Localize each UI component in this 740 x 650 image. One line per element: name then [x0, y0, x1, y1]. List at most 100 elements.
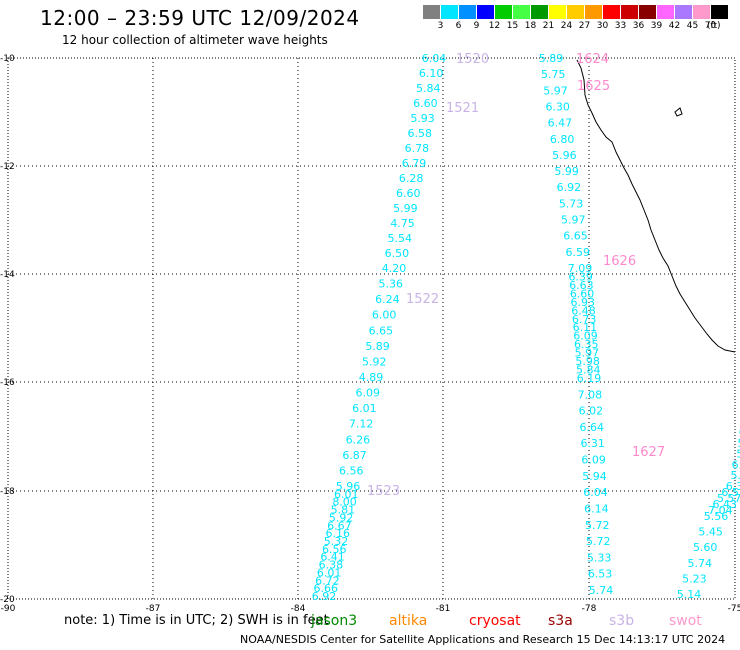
wave-height-value: 5.81	[331, 504, 356, 517]
track-label-swot: 1624	[576, 52, 609, 67]
legend-label: 70	[704, 21, 717, 31]
wave-height-value: 6.00	[372, 309, 397, 322]
wave-height-value: 6.04	[583, 486, 608, 499]
wave-height-value: 6.09	[355, 387, 380, 400]
wave-height-value: 6.73	[572, 313, 597, 326]
wave-height-value: 5.96	[336, 480, 361, 493]
legend-swatch	[495, 5, 512, 19]
wave-height-value: 6.14	[584, 502, 609, 515]
wave-height-value: 5.5	[730, 469, 740, 482]
satellite-cryosat: cryosat	[469, 613, 521, 629]
wave-height-value: 5.99	[554, 165, 579, 178]
legend-label: 42	[668, 21, 681, 31]
wave-height-value: 6.65	[563, 230, 588, 243]
wave-height-value: 5.72	[585, 519, 610, 532]
legend-label: 3	[437, 21, 444, 31]
x-tick-label: -90	[1, 604, 16, 614]
wave-height-value: 6.78	[405, 142, 430, 155]
wave-height-value: 6.87	[342, 449, 367, 462]
y-tick-label: -14	[0, 270, 15, 280]
wave-height-value: 6.56	[322, 543, 347, 556]
wave-height-value: 6.58	[407, 127, 432, 140]
wave-height-value: 5.93	[410, 112, 435, 125]
y-tick-label: -10	[0, 54, 15, 64]
wave-height-value: 6.50	[385, 247, 410, 260]
wave-height-value: 6.01	[352, 402, 377, 415]
wave-height-value: 5.92	[362, 355, 387, 368]
legend-swatch	[441, 5, 458, 19]
legend-label: 24	[560, 21, 573, 31]
legend-label: 45	[686, 21, 699, 31]
satellite-s3a: s3a	[548, 613, 573, 629]
x-tick-label: -87	[146, 604, 161, 614]
legend-label: 18	[524, 21, 537, 31]
wave-height-value: 6.79	[402, 157, 427, 170]
x-tick-label: -78	[582, 604, 597, 614]
legend-swatch	[477, 5, 494, 19]
legend-label: 15	[506, 21, 519, 31]
wave-height-value: 6.10	[419, 67, 444, 80]
wave-height-value: 6.31	[580, 437, 605, 450]
wave-height-value: 5.23	[682, 572, 707, 585]
wave-height-value: 6.26	[346, 433, 371, 446]
track-label-s3b: 1520	[456, 52, 489, 67]
y-tick-label: -18	[0, 487, 15, 497]
wave-height-value: 6.01	[334, 488, 359, 501]
wave-height-value: 6.53	[588, 568, 613, 581]
wave-height-value: 6.39	[568, 270, 593, 283]
legend-swatch	[657, 5, 674, 19]
track-label-s3b: 1522	[406, 292, 439, 307]
wave-height-value: 6.01	[317, 566, 342, 579]
legend-swatch	[549, 5, 566, 19]
legend-label: 21	[542, 21, 555, 31]
satellite-swot: swot	[669, 613, 702, 629]
legend-label: 33	[614, 21, 627, 31]
wave-height-value: 5.74	[589, 584, 614, 597]
wave-height-value: 5.	[738, 437, 740, 450]
wave-height-value: 5.94	[582, 470, 607, 483]
wave-height-value: 6.92	[557, 181, 582, 194]
wave-height-value: 5.75	[541, 68, 566, 81]
wave-height-value: 5.14	[677, 588, 702, 601]
wave-height-value: 6.65	[369, 324, 394, 337]
wave-height-value: 6.35	[574, 338, 599, 351]
wave-height-value: 5.97	[561, 214, 586, 227]
wave-height-value: 6.09	[581, 454, 606, 467]
legend-swatch	[639, 5, 656, 19]
wave-height-value: 5.45	[698, 526, 723, 539]
x-tick-label: -81	[436, 604, 451, 614]
page-subtitle: 12 hour collection of altimeter wave hei…	[62, 33, 328, 47]
legend-swatch	[423, 5, 440, 19]
wave-height-value: 6.43	[713, 498, 738, 511]
track-1628: 6.5.5.6.15.56.386.515.576.437.045.565.45…	[677, 426, 740, 601]
wave-height-value: 8.00	[332, 496, 357, 509]
wave-height-value: 6.80	[550, 133, 575, 146]
wave-height-value: 5.60	[693, 541, 718, 554]
track-id-labels: 1520 1521 1522 1523 1624 1625 1626 1627	[367, 52, 665, 499]
wave-height-value: 6.38	[319, 559, 344, 572]
wave-height-value: 7.12	[349, 418, 374, 431]
wave-height-value: 6.66	[313, 582, 338, 595]
wave-height-value: 6.09	[573, 330, 598, 343]
legend-label: 30	[596, 21, 609, 31]
wave-height-value: 5.54	[387, 232, 412, 245]
legend-swatch	[621, 5, 638, 19]
track-label-s3b: 1523	[367, 484, 400, 499]
wave-height-value: 5.33	[587, 551, 612, 564]
wave-height-value: 5.56	[704, 510, 729, 523]
lat-lon-grid	[7, 57, 736, 600]
wave-height-value: 6.59	[566, 246, 591, 259]
legend-swatch	[711, 5, 728, 19]
wave-height-value: 6.24	[375, 293, 400, 306]
wave-height-value: 5.72	[586, 535, 611, 548]
legend-label: 27	[578, 21, 591, 31]
wave-height-value: 5.92	[329, 511, 354, 524]
legend-label: 39	[650, 21, 663, 31]
wave-height-value: 6.1	[732, 458, 740, 471]
track-label-swot: 1625	[577, 79, 610, 94]
wave-height-value: 5.73	[559, 197, 584, 210]
wave-height-value: 5.97	[543, 84, 568, 97]
legend-label: 36	[632, 21, 645, 31]
track-1624: 5.89 5.75 5.97 6.30 6.47 6.80 5.96 5.99 6.92 5.73…	[539, 52, 614, 597]
